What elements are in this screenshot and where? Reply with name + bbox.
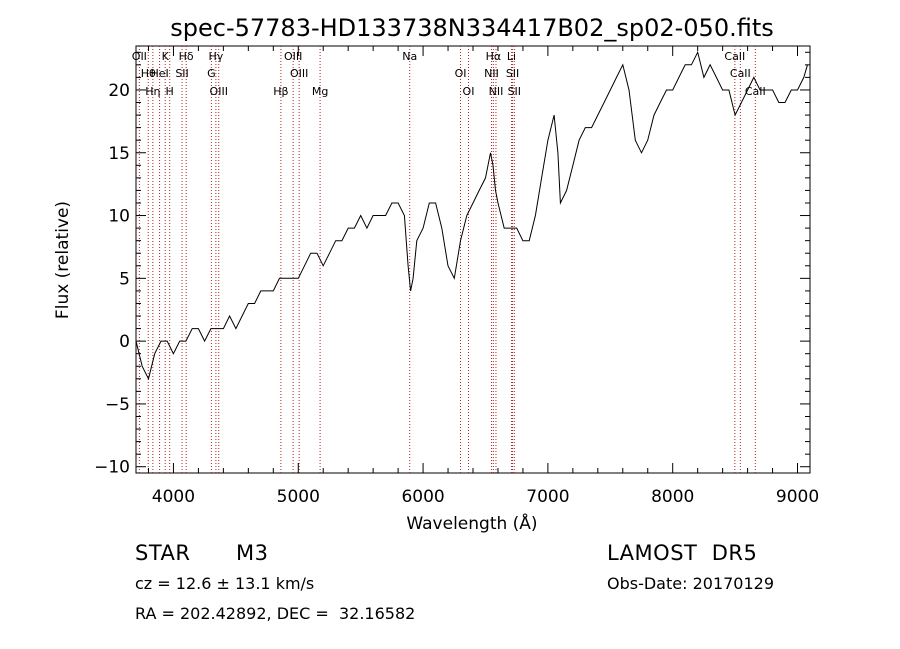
spectral-line-label: OI bbox=[463, 85, 475, 98]
y-axis-label: Flux (relative) bbox=[53, 201, 73, 319]
spectral-line-label: Na bbox=[402, 50, 417, 63]
x-axis-ticks: 4000 5000 6000 7000 8000 9000 bbox=[147, 46, 819, 507]
spectral-line-label: H bbox=[166, 85, 174, 98]
x-tick-label: 7000 bbox=[526, 487, 569, 507]
spectral-line-markers bbox=[138, 46, 756, 473]
x-tick-label: 9000 bbox=[776, 487, 819, 507]
spectral-line-labels: OIIHθHηKHeIHHδSIIOIIIHγGHβOIIIOIIIMgNaOI… bbox=[132, 50, 766, 98]
y-tick-label: 0 bbox=[119, 332, 130, 352]
spectral-line-label: NII bbox=[484, 67, 499, 80]
spectral-line-label: OII bbox=[132, 50, 147, 63]
spectral-line-label: Hβ bbox=[273, 85, 288, 98]
spectral-line-label: Li bbox=[507, 50, 516, 63]
spectral-line-label: SII bbox=[508, 85, 521, 98]
object-class: STAR bbox=[135, 541, 191, 565]
survey-name: LAMOST DR5 bbox=[607, 541, 758, 565]
coordinates: RA = 202.42892, DEC = 32.16582 bbox=[135, 604, 416, 623]
x-tick-label: 5000 bbox=[277, 487, 320, 507]
spectral-line-label: CaII bbox=[745, 85, 766, 98]
spectral-line-label: HeI bbox=[150, 67, 168, 80]
x-tick-label: 4000 bbox=[152, 487, 195, 507]
y-tick-label: 20 bbox=[108, 81, 130, 101]
spectral-line-label: Mg bbox=[312, 85, 328, 98]
y-tick-label: 15 bbox=[108, 144, 130, 164]
y-tick-label: 10 bbox=[108, 207, 130, 227]
spectral-line-label: SII bbox=[506, 67, 519, 80]
spectral-line-label: CaII bbox=[730, 67, 751, 80]
spectral-line-label: K bbox=[162, 50, 170, 63]
spectral-line-label: Hγ bbox=[208, 50, 223, 63]
spectral-line-label: Hα bbox=[486, 50, 502, 63]
plot-frame bbox=[135, 45, 811, 474]
spectral-line-label: G bbox=[207, 67, 216, 80]
x-tick-label: 8000 bbox=[651, 487, 694, 507]
spectral-line-label: Hη bbox=[145, 85, 160, 98]
spectral-line-label: OIII bbox=[290, 67, 308, 80]
x-tick-label: 6000 bbox=[401, 487, 444, 507]
spectral-line-label: NII bbox=[489, 85, 504, 98]
spectral-line-label: Hθ bbox=[141, 67, 156, 80]
spectral-line-label: CaII bbox=[724, 50, 745, 63]
y-axis-ticks: −10 −5 0 5 10 15 20 bbox=[94, 51, 810, 478]
spectral-line-label: SII bbox=[175, 67, 188, 80]
spectrum-series-line bbox=[135, 50, 808, 381]
spectral-line-label: OIII bbox=[210, 85, 228, 98]
y-tick-label: −10 bbox=[94, 458, 130, 478]
y-tick-label: 5 bbox=[119, 269, 130, 289]
x-axis-label: Wavelength (Å) bbox=[406, 512, 537, 534]
chart-title: spec-57783-HD133738N334417B02_sp02-050.f… bbox=[170, 14, 774, 42]
spectral-line-label: OI bbox=[455, 67, 467, 80]
spectral-line-label: Hδ bbox=[179, 50, 194, 63]
spectral-line-label: OIII bbox=[284, 50, 302, 63]
object-subclass: M3 bbox=[236, 541, 269, 565]
redshift-velocity: cz = 12.6 ± 13.1 km/s bbox=[135, 574, 315, 593]
observation-date: Obs-Date: 20170129 bbox=[607, 574, 775, 593]
y-tick-label: −5 bbox=[105, 395, 130, 415]
